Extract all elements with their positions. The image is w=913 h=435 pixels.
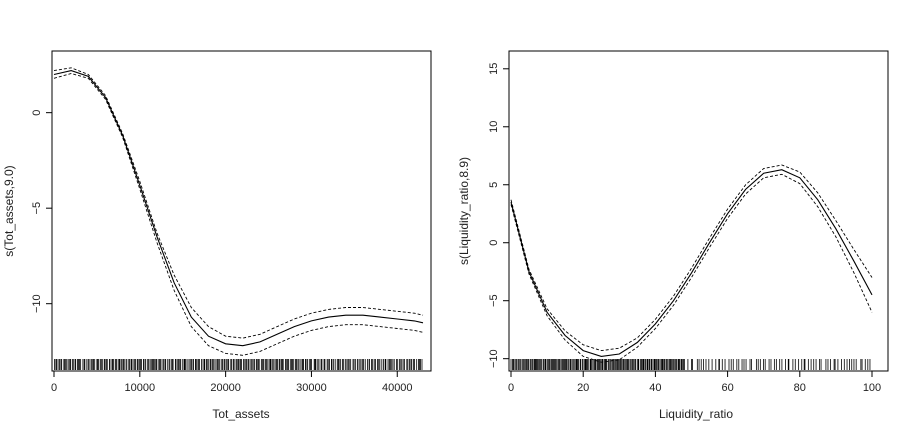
x-axis-left: 0 10000 20000 30000 40000 [51,371,413,394]
rug-left [54,359,423,370]
y-axis-label-left: s(Tot_assets,9.0) [2,165,16,256]
y-axis-left: 0 −5 −10 [31,110,52,313]
x-tick-label: 0 [51,382,57,394]
y-tick-label: −5 [31,202,43,215]
x-tick-label: 40 [649,382,661,394]
x-tick-label: 10000 [125,382,156,394]
x-tick-label: 60 [721,382,733,394]
lower-ci-line [510,173,873,363]
lower-ci-line [53,73,424,356]
smooth-fit-line [510,169,873,357]
y-axis-label-right: s(Liquidity_ratio,8.9) [457,157,471,265]
x-tick-label: 0 [508,382,514,394]
y-tick-label: 0 [31,110,43,116]
panel-right: 0 20 40 60 80 100 −10 −5 0 5 10 15 Liquidity_ratio… [457,50,889,421]
y-tick-label: 10 [488,121,500,133]
y-tick-label: 5 [488,182,500,188]
plot-frame-left [51,50,432,372]
x-tick-label: 30000 [296,382,327,394]
y-axis-right: −10 −5 0 5 10 15 [488,63,509,368]
plot-frame-right [508,50,889,372]
upper-ci-line [53,67,424,339]
x-tick-label: 100 [863,382,881,394]
y-tick-label: −10 [31,294,43,313]
x-tick-label: 20 [577,382,589,394]
y-tick-label: −5 [488,294,500,307]
upper-ci-line [510,164,873,352]
x-axis-label-right: Liquidity_ratio [659,407,733,421]
x-tick-label: 20000 [210,382,241,394]
y-tick-label: −10 [488,349,500,368]
y-tick-label: 0 [488,240,500,246]
curves-left [53,67,424,356]
x-axis-right: 0 20 40 60 80 100 [508,371,881,394]
panel-left: 0 10000 20000 30000 40000 0−5−10 Tot_assets … [2,50,432,421]
x-tick-label: 40000 [382,382,413,394]
x-axis-label-left: Tot_assets [212,407,269,421]
x-tick-label: 80 [794,382,806,394]
y-tick-label: 15 [488,63,500,75]
curves-right [510,164,873,363]
smooth-fit-line [53,70,424,347]
rug-right [510,359,871,370]
